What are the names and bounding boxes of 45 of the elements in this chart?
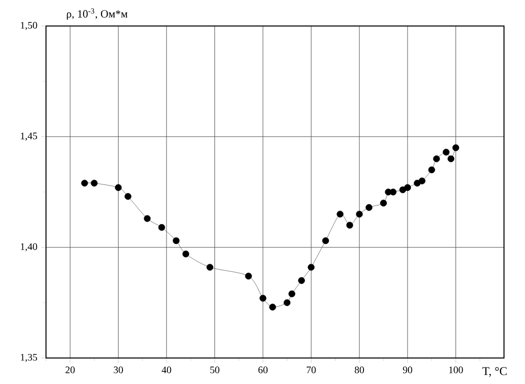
point <box>206 264 214 271</box>
point <box>260 294 266 302</box>
point <box>308 264 315 271</box>
point <box>182 250 190 258</box>
point <box>158 224 166 231</box>
point <box>366 204 372 211</box>
y-tick-label: 1,35 <box>20 354 38 362</box>
point <box>322 237 330 244</box>
y-tick-label: 1,45 <box>20 132 38 141</box>
point <box>336 210 344 218</box>
x-axis-title: T, °C <box>482 367 507 377</box>
point <box>390 188 397 196</box>
point <box>298 277 305 284</box>
point <box>81 180 88 187</box>
x-tick-label: 100 <box>449 366 463 374</box>
point <box>380 200 387 206</box>
y-tick-label: 1,40 <box>20 243 38 252</box>
point <box>442 148 450 156</box>
point <box>269 304 276 310</box>
x-tick-label: 50 <box>210 366 220 374</box>
point <box>114 184 122 191</box>
point <box>433 155 440 162</box>
point <box>245 272 252 280</box>
point <box>172 237 180 244</box>
x-tick-label: 30 <box>114 366 123 374</box>
point <box>448 155 454 162</box>
point <box>124 193 132 200</box>
point <box>356 210 363 218</box>
x-tick-label: 90 <box>402 366 412 374</box>
x-tick-label: 80 <box>354 366 364 374</box>
x-tick-label: 70 <box>306 366 316 374</box>
point <box>90 180 98 187</box>
point <box>428 166 436 174</box>
point <box>288 290 296 298</box>
x-tick-label: 20 <box>66 366 75 374</box>
y-axis-title: ρ, 10$^{-3}$, Ом*м <box>66 8 128 20</box>
point <box>346 222 354 229</box>
point <box>144 215 151 222</box>
x-tick-label: 40 <box>162 366 172 374</box>
point <box>404 184 411 191</box>
y-tick-label: 1,50 <box>20 22 38 30</box>
x-tick-label: 60 <box>258 366 268 374</box>
point <box>284 299 290 306</box>
point <box>452 144 460 152</box>
point <box>418 178 426 184</box>
